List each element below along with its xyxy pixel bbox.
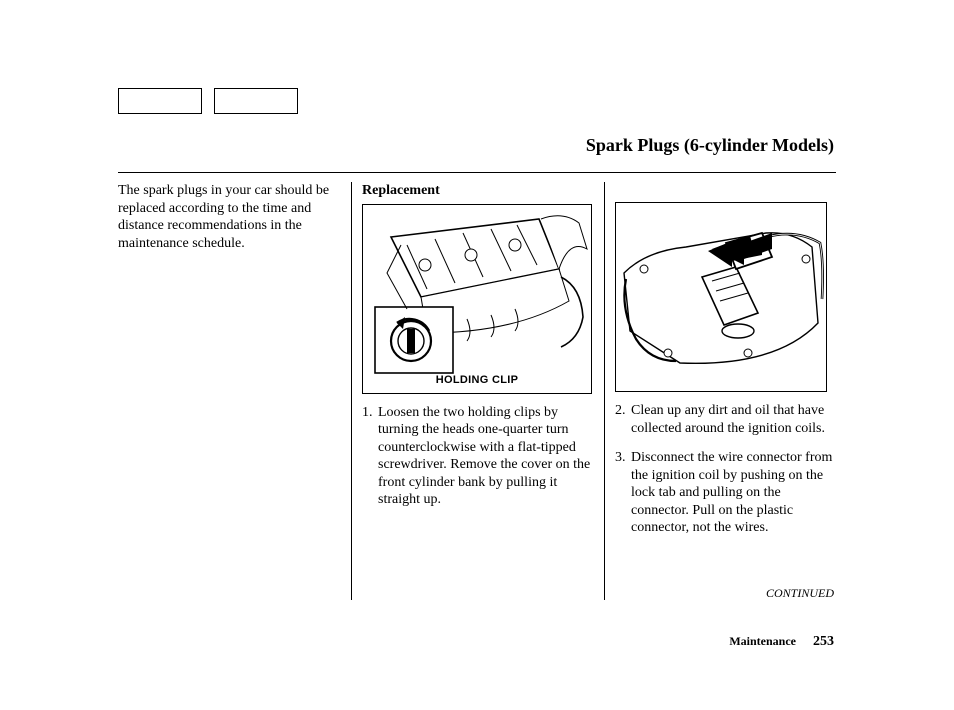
step-2-number: 2.: [615, 402, 631, 437]
holding-clip-illustration: [363, 205, 591, 393]
step-2: 2. Clean up any dirt and oil that have c…: [615, 402, 836, 437]
steps-column-2: 1. Loosen the two holding clips by turni…: [362, 404, 592, 509]
figure-holding-clip: HOLDING CLIP: [362, 204, 592, 394]
page-title: Spark Plugs (6-cylinder Models): [586, 135, 834, 156]
steps-column-3: 2. Clean up any dirt and oil that have c…: [615, 402, 836, 537]
connector-illustration: [616, 203, 826, 391]
header-link-box-2[interactable]: [214, 88, 298, 114]
header-link-box-1[interactable]: [118, 88, 202, 114]
footer-page-number: 253: [813, 634, 834, 649]
page-footer: Maintenance 253: [729, 634, 834, 650]
step-1-number: 1.: [362, 404, 378, 509]
step-3-number: 3.: [615, 449, 631, 537]
step-3-text: Disconnect the wire connector from the i…: [631, 449, 836, 537]
footer-section: Maintenance: [729, 634, 796, 648]
title-rule: [118, 172, 836, 173]
step-1: 1. Loosen the two holding clips by turni…: [362, 404, 592, 509]
header-link-boxes: [118, 88, 298, 114]
column-3: 2. Clean up any dirt and oil that have c…: [605, 182, 836, 600]
continued-label: CONTINUED: [766, 586, 834, 601]
page: Spark Plugs (6-cylinder Models) The spar…: [0, 0, 954, 710]
intro-paragraph: The spark plugs in your car should be re…: [118, 182, 339, 252]
figure-label-holding-clip: HOLDING CLIP: [363, 374, 591, 388]
figure-connector: [615, 202, 827, 392]
step-1-text: Loosen the two holding clips by turning …: [378, 404, 592, 509]
replacement-heading: Replacement: [362, 182, 592, 200]
column-2: Replacement: [352, 182, 604, 600]
step-2-text: Clean up any dirt and oil that have coll…: [631, 402, 836, 437]
column-1: The spark plugs in your car should be re…: [118, 182, 351, 600]
content-columns: The spark plugs in your car should be re…: [118, 182, 836, 600]
step-3: 3. Disconnect the wire connector from th…: [615, 449, 836, 537]
